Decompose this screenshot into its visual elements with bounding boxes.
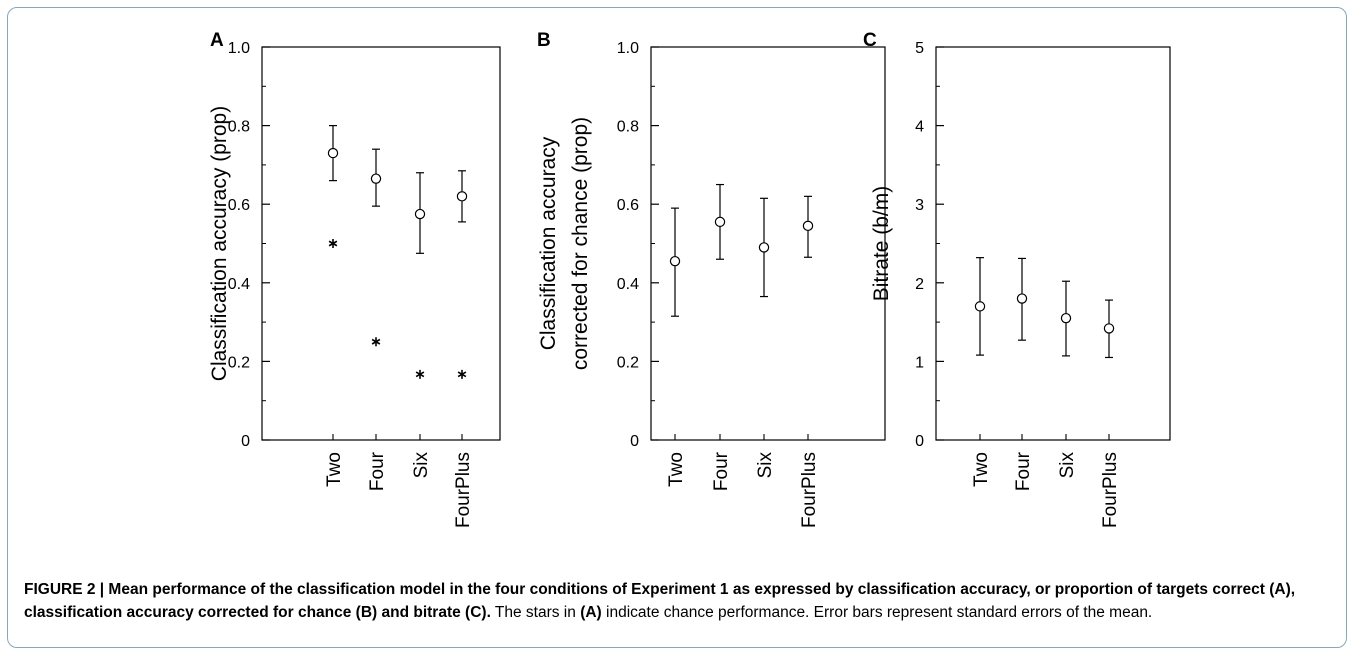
mean-point bbox=[802, 220, 814, 232]
mean-point bbox=[327, 147, 339, 159]
y-tick-label: 4 bbox=[915, 119, 924, 136]
y-axis-label: Bitrate (b/m) bbox=[870, 186, 893, 302]
x-category-label: FourPlus bbox=[799, 452, 820, 528]
y-axis-label-line: corrected for chance (prop) bbox=[569, 117, 592, 370]
mean-point bbox=[1016, 293, 1028, 304]
mean-point bbox=[669, 255, 681, 267]
plot-frame bbox=[650, 46, 886, 441]
caption-text-1: The stars in bbox=[490, 604, 581, 621]
y-axis-label: Classification accuracy (prop) bbox=[208, 106, 231, 381]
y-tick-label: 0.6 bbox=[228, 197, 250, 214]
panel-label: C bbox=[863, 30, 877, 51]
mean-point bbox=[414, 208, 426, 220]
caption-lead: FIGURE 2 | Mean performance of the class… bbox=[24, 581, 1296, 621]
x-category-label: Four bbox=[367, 451, 388, 491]
y-tick-label: 0 bbox=[915, 433, 924, 450]
y-tick-label: 0.4 bbox=[228, 276, 250, 293]
x-category-label: FourPlus bbox=[453, 452, 474, 528]
y-axis-label-line: Classification accuracy bbox=[537, 136, 560, 350]
y-tick-label: 0.8 bbox=[228, 119, 250, 136]
y-tick-label: 0.2 bbox=[617, 354, 639, 371]
mean-point bbox=[974, 301, 986, 312]
panel-label: B bbox=[537, 30, 551, 51]
x-category-label: Two bbox=[971, 452, 992, 487]
panel-label: A bbox=[210, 30, 224, 51]
x-category-label: Six bbox=[755, 452, 776, 479]
panel-c: C 0 1 2 3 4 5 Bitrate (b/m) Two Four Six FourPlus bbox=[863, 30, 1171, 528]
x-category-label: Two bbox=[324, 452, 345, 487]
x-category-label: Four bbox=[1013, 451, 1034, 491]
chance-star bbox=[415, 369, 425, 379]
caption-ref-a: (A) bbox=[580, 604, 602, 621]
mean-point bbox=[714, 216, 726, 228]
y-tick-label: 0.8 bbox=[617, 119, 639, 136]
mean-point bbox=[370, 173, 382, 184]
caption-text-2: indicate chance performance. Error bars … bbox=[601, 604, 1153, 621]
x-category-label: Six bbox=[411, 452, 432, 479]
y-tick-label: 0 bbox=[241, 433, 250, 450]
y-tick-label: 1.0 bbox=[617, 40, 639, 57]
figure-caption: FIGURE 2 | Mean performance of the class… bbox=[24, 578, 1329, 624]
x-category-label: Six bbox=[1057, 452, 1078, 479]
panel-b: B 0 0.2 0.4 0.6 0.8 1.0 Classification accuracy… bbox=[537, 30, 886, 528]
x-category-label: Four bbox=[711, 451, 732, 491]
mean-point bbox=[456, 191, 468, 202]
y-tick-label: 0.2 bbox=[228, 354, 250, 371]
y-tick-label: 0.6 bbox=[617, 197, 639, 214]
figure-panels: A 0 0.2 0.4 0.6 0.8 1.0 Classification accuracy… bbox=[208, 30, 1171, 528]
plot-frame bbox=[935, 46, 1171, 441]
x-category-label: Two bbox=[666, 452, 687, 487]
y-tick-label: 0.4 bbox=[617, 276, 639, 293]
mean-point bbox=[758, 242, 770, 253]
plot-frame bbox=[261, 46, 501, 441]
panel-a: A 0 0.2 0.4 0.6 0.8 1.0 Classification accuracy… bbox=[208, 30, 501, 528]
figure-frame bbox=[7, 7, 1347, 648]
y-tick-label: 1.0 bbox=[228, 40, 250, 57]
chance-star bbox=[371, 337, 381, 347]
y-tick-label: 1 bbox=[915, 354, 924, 371]
mean-point bbox=[1060, 312, 1072, 324]
y-tick-label: 2 bbox=[915, 276, 924, 293]
x-category-label: FourPlus bbox=[1100, 452, 1121, 528]
chance-star bbox=[457, 369, 467, 379]
y-tick-label: 5 bbox=[915, 40, 924, 57]
y-tick-label: 3 bbox=[915, 197, 924, 214]
mean-point bbox=[1103, 323, 1115, 334]
chance-star bbox=[328, 239, 338, 248]
y-tick-label: 0 bbox=[630, 433, 639, 450]
